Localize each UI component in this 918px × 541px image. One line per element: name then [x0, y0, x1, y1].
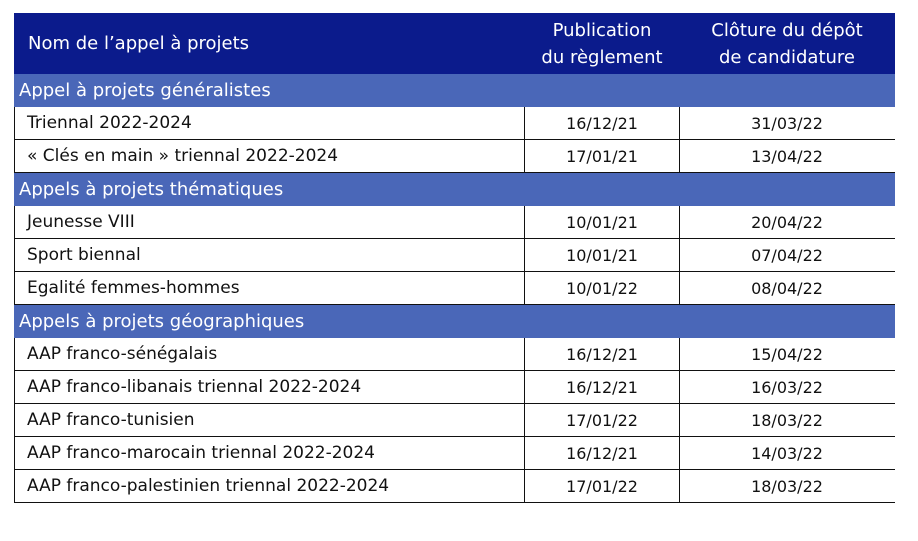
- publication-date-cell: 16/12/21: [524, 370, 680, 404]
- call-name-cell: Egalité femmes-hommes: [14, 271, 525, 305]
- section-title: Appels à projets géographiques: [14, 304, 895, 338]
- closing-date-cell: 18/03/22: [679, 469, 895, 503]
- call-name-cell: Triennal 2022-2024: [14, 106, 525, 140]
- table-row: « Clés en main » triennal 2022-2024 17/01…: [14, 139, 895, 173]
- header-closing: Clôture du dépôt de candidature: [679, 13, 895, 74]
- section-row: Appels à projets thématiques: [14, 172, 895, 206]
- closing-date-cell: 18/03/22: [679, 403, 895, 437]
- publication-date-cell: 17/01/22: [524, 469, 680, 503]
- table-row: AAP franco-libanais triennal 2022-2024 16…: [14, 370, 895, 404]
- closing-date-cell: 08/04/22: [679, 271, 895, 305]
- header-name: Nom de l’appel à projets: [14, 13, 525, 74]
- table-row: Egalité femmes-hommes 10/01/22 08/04/22: [14, 271, 895, 305]
- call-name-cell: AAP franco-palestinien triennal 2022-202…: [14, 469, 525, 503]
- publication-date-cell: 17/01/22: [524, 403, 680, 437]
- header-closing-line2: de candidature: [719, 46, 855, 68]
- section-row: Appels à projets géographiques: [14, 304, 895, 338]
- header-publication-line1: Publication: [552, 19, 652, 41]
- publication-date-cell: 17/01/21: [524, 139, 680, 173]
- table-row: Jeunesse VIII 10/01/21 20/04/22: [14, 205, 895, 239]
- header-publication-line2: du règlement: [541, 46, 663, 68]
- table-row: Sport biennal 10/01/21 07/04/22: [14, 238, 895, 272]
- publication-date-cell: 16/12/21: [524, 106, 680, 140]
- closing-date-cell: 20/04/22: [679, 205, 895, 239]
- publication-date-cell: 16/12/21: [524, 337, 680, 371]
- table-row: AAP franco-palestinien triennal 2022-202…: [14, 469, 895, 503]
- closing-date-cell: 07/04/22: [679, 238, 895, 272]
- call-name-cell: Jeunesse VIII: [14, 205, 525, 239]
- section-title: Appel à projets généralistes: [14, 73, 895, 107]
- table-row: AAP franco-tunisien 17/01/22 18/03/22: [14, 403, 895, 437]
- table-row: AAP franco-sénégalais 16/12/21 15/04/22: [14, 337, 895, 371]
- header-row: Nom de l’appel à projets Publication du …: [14, 13, 895, 74]
- publication-date-cell: 10/01/21: [524, 238, 680, 272]
- publication-date-cell: 10/01/21: [524, 205, 680, 239]
- section-row: Appel à projets généralistes: [14, 73, 895, 107]
- table-row: Triennal 2022-2024 16/12/21 31/03/22: [14, 106, 895, 140]
- calls-table: Nom de l’appel à projets Publication du …: [14, 13, 895, 503]
- table-row: AAP franco-marocain triennal 2022-2024 16…: [14, 436, 895, 470]
- call-name-cell: AAP franco-marocain triennal 2022-2024: [14, 436, 525, 470]
- call-name-cell: AAP franco-libanais triennal 2022-2024: [14, 370, 525, 404]
- section-title: Appels à projets thématiques: [14, 172, 895, 206]
- header-publication: Publication du règlement: [524, 13, 680, 74]
- closing-date-cell: 16/03/22: [679, 370, 895, 404]
- call-name-cell: AAP franco-tunisien: [14, 403, 525, 437]
- closing-date-cell: 14/03/22: [679, 436, 895, 470]
- publication-date-cell: 16/12/21: [524, 436, 680, 470]
- publication-date-cell: 10/01/22: [524, 271, 680, 305]
- closing-date-cell: 13/04/22: [679, 139, 895, 173]
- closing-date-cell: 15/04/22: [679, 337, 895, 371]
- closing-date-cell: 31/03/22: [679, 106, 895, 140]
- call-name-cell: « Clés en main » triennal 2022-2024: [14, 139, 525, 173]
- call-name-cell: Sport biennal: [14, 238, 525, 272]
- header-closing-line1: Clôture du dépôt: [711, 19, 863, 41]
- table-body: Appel à projets généralistes Triennal 202…: [14, 73, 895, 503]
- call-name-cell: AAP franco-sénégalais: [14, 337, 525, 371]
